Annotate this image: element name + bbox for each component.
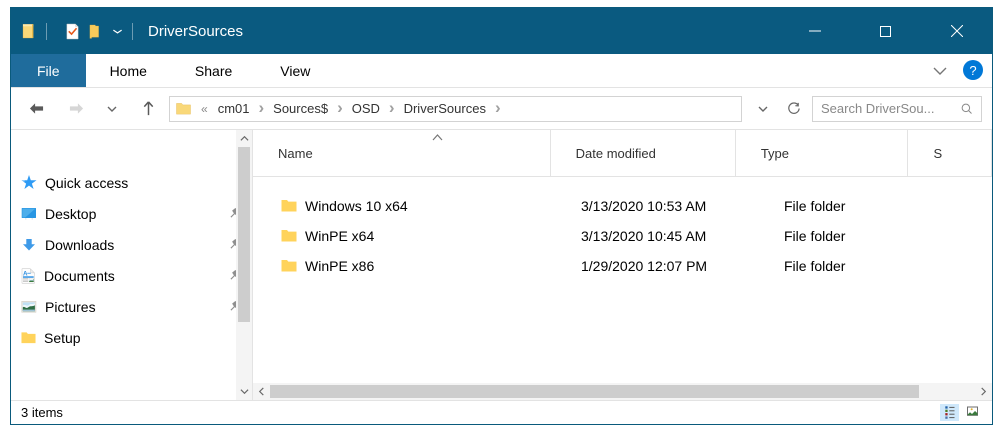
svg-text:?: ? <box>969 63 976 78</box>
